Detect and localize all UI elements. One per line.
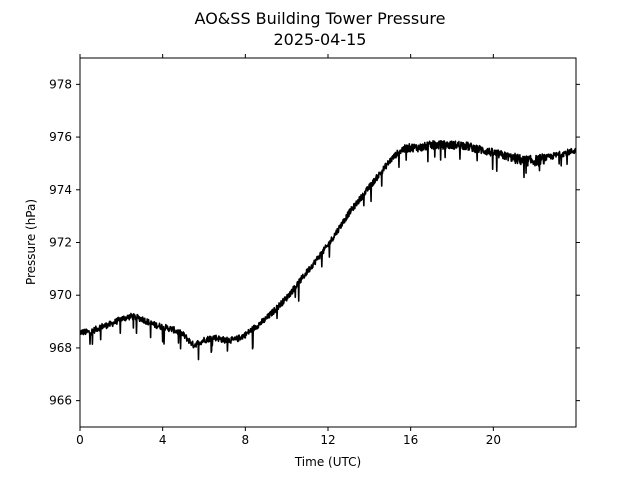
series-layer	[79, 139, 577, 361]
y-tick-label: 972	[49, 236, 72, 250]
x-tick-label: 0	[76, 433, 84, 447]
x-tick-label: 20	[486, 433, 501, 447]
x-axis-label: Time (UTC)	[294, 455, 361, 469]
chart-subtitle: 2025-04-15	[274, 30, 367, 49]
y-tick-label: 974	[49, 183, 72, 197]
x-axis-ticks: 0 4 8 12 16 20	[76, 54, 501, 447]
y-tick-label: 970	[49, 288, 72, 302]
y-tick-label: 978	[49, 77, 72, 91]
x-tick-label: 12	[320, 433, 335, 447]
y-axis-label: Pressure (hPa)	[24, 199, 38, 285]
y-tick-label: 976	[49, 130, 72, 144]
chart-title: AO&SS Building Tower Pressure	[195, 9, 446, 28]
y-axis-ticks: 966 968 970 972 974 976 978	[49, 77, 580, 408]
series-line-pressure	[79, 139, 577, 361]
y-tick-label: 968	[49, 341, 72, 355]
y-tick-label: 966	[49, 394, 72, 408]
x-tick-label: 8	[242, 433, 250, 447]
x-tick-label: 4	[159, 433, 167, 447]
x-tick-label: 16	[403, 433, 418, 447]
